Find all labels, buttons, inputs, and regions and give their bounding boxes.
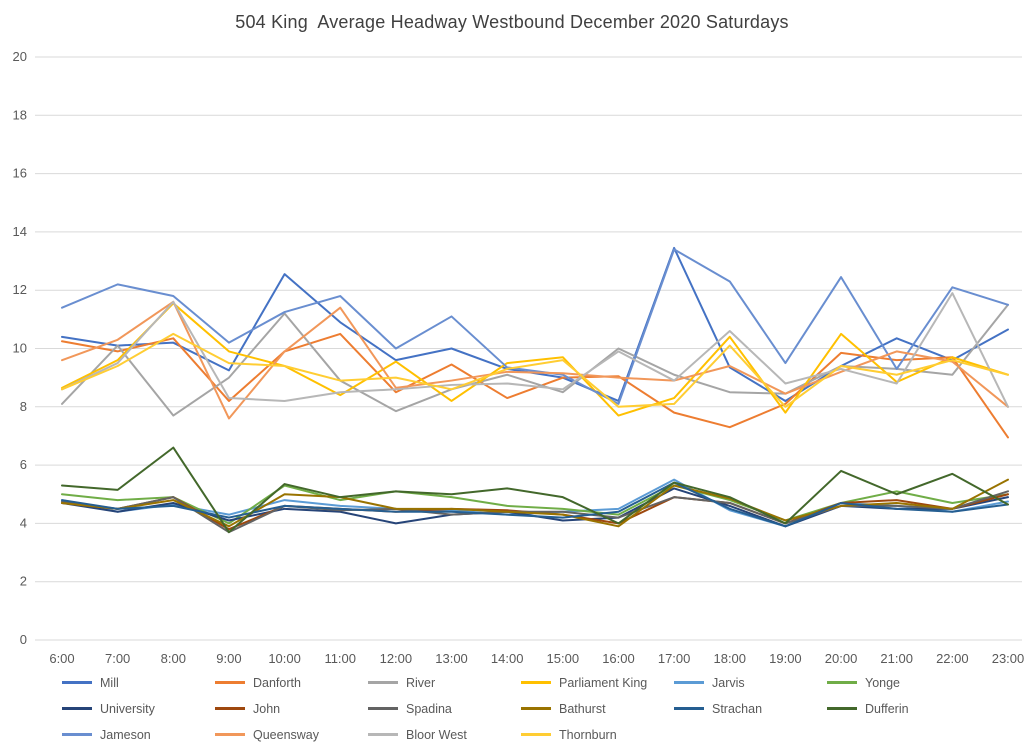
legend-line-icon (62, 733, 92, 736)
x-tick-label: 11:00 (324, 651, 356, 666)
y-tick-label: 14 (13, 224, 27, 239)
chart-title: 504 King Average Headway Westbound Decem… (235, 12, 789, 32)
legend-label: John (253, 701, 281, 716)
legend-label: Danforth (253, 675, 301, 690)
x-tick-label: 21:00 (880, 651, 913, 666)
y-tick-label: 12 (13, 282, 27, 297)
legend-item-thornburn: Thornburn (521, 726, 666, 743)
legend-line-icon (62, 707, 92, 710)
legend-label: Spadina (406, 701, 452, 716)
legend-item-dufferin: Dufferin (827, 700, 972, 717)
x-tick-label: 16:00 (602, 651, 635, 666)
series-line-mill (61, 246, 1009, 402)
x-tick-label: 6:00 (49, 651, 74, 666)
legend-label: Jarvis (712, 675, 745, 690)
x-tick-label: 7:00 (105, 651, 130, 666)
legend-line-icon (674, 707, 704, 710)
series-line-jarvis (61, 478, 1009, 528)
series-line-thornburn (61, 332, 1009, 408)
y-tick-label: 20 (13, 49, 27, 64)
legend-item-spadina: Spadina (368, 700, 513, 717)
legend-item-parliament-king: Parliament King (521, 674, 666, 691)
x-tick-label: 10:00 (268, 651, 301, 666)
legend-item-queensway: Queensway (215, 726, 360, 743)
legend-label: Bloor West (406, 727, 467, 742)
legend-item-bathurst: Bathurst (521, 700, 666, 717)
x-tick-label: 14:00 (491, 651, 524, 666)
legend-line-icon (215, 681, 245, 684)
legend-line-icon (368, 681, 398, 684)
legend-label: Queensway (253, 727, 320, 742)
legend-label: Parliament King (559, 675, 648, 690)
legend-line-icon (521, 707, 551, 710)
y-tick-label: 8 (20, 399, 27, 414)
legend-line-icon (827, 681, 857, 684)
x-tick-label: 13:00 (435, 651, 468, 666)
legend-item-mill: Mill (62, 674, 207, 691)
y-tick-label: 4 (20, 515, 27, 530)
legend-line-icon (521, 681, 551, 684)
legend-label: Yonge (865, 675, 900, 690)
legend-item-danforth: Danforth (215, 674, 360, 691)
legend-label: River (406, 675, 436, 690)
legend-item-strachan: Strachan (674, 700, 819, 717)
y-tick-label: 16 (13, 166, 27, 181)
x-tick-label: 23:00 (992, 651, 1024, 666)
y-tick-label: 2 (20, 574, 27, 589)
legend-item-jarvis: Jarvis (674, 674, 819, 691)
legend-label: Thornburn (559, 727, 617, 742)
series-line-bathurst (61, 478, 1009, 528)
legend-label: Bathurst (559, 701, 606, 716)
series-line-dufferin (61, 446, 1009, 534)
x-tick-label: 22:00 (936, 651, 969, 666)
x-tick-label: 18:00 (713, 651, 746, 666)
series-line-danforth (61, 332, 1009, 439)
y-tick-label: 18 (13, 107, 27, 122)
x-tick-label: 8:00 (161, 651, 186, 666)
series-line-bloor-west (61, 292, 1009, 408)
legend-line-icon (215, 733, 245, 736)
legend-item-university: University (62, 700, 207, 717)
legend-label: University (100, 701, 155, 716)
legend-item-jameson: Jameson (62, 726, 207, 743)
legend-item-bloor-west: Bloor West (368, 726, 513, 743)
x-tick-label: 15:00 (547, 651, 580, 666)
series-line-jameson (61, 248, 1009, 405)
series-line-parliament-king (61, 302, 1009, 417)
legend-label: Dufferin (865, 701, 909, 716)
legend-line-icon (521, 733, 551, 736)
y-tick-label: 0 (20, 632, 27, 647)
y-tick-label: 6 (20, 457, 27, 472)
legend-label: Jameson (100, 727, 151, 742)
legend-line-icon (674, 681, 704, 684)
x-tick-label: 12:00 (380, 651, 413, 666)
legend-label: Strachan (712, 701, 763, 716)
x-tick-label: 19:00 (769, 651, 802, 666)
legend-label: Mill (100, 675, 119, 690)
legend-line-icon (215, 707, 245, 710)
legend-item-yonge: Yonge (827, 674, 972, 691)
legend-item-john: John (215, 700, 360, 717)
chart-legend: Mill Danforth River Parliament King Jarvis Yo… (62, 674, 972, 743)
legend-line-icon (368, 707, 398, 710)
x-tick-label: 9:00 (216, 651, 241, 666)
x-tick-label: 17:00 (658, 651, 691, 666)
legend-line-icon (368, 733, 398, 736)
series-line-strachan (61, 481, 1009, 528)
legend-line-icon (62, 681, 92, 684)
legend-item-river: River (368, 674, 513, 691)
legend-line-icon (827, 707, 857, 710)
y-tick-label: 10 (13, 341, 27, 356)
x-tick-label: 20:00 (825, 651, 858, 666)
